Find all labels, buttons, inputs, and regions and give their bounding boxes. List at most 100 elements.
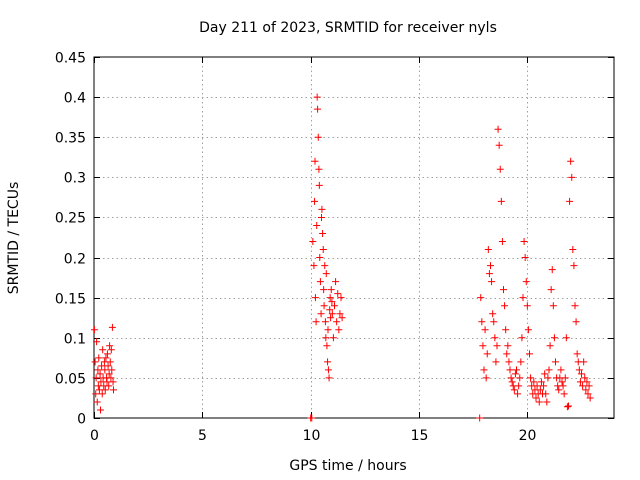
data-point [319,229,327,237]
data-point [489,310,497,318]
data-point [106,358,114,366]
data-point [318,213,325,221]
data-point [321,262,329,270]
data-point [578,370,585,378]
data-point [498,238,506,246]
data-point [569,246,577,254]
data-point [102,354,110,362]
data-point [573,350,581,358]
y-tick-label: 0 [77,412,86,428]
data-point [335,326,343,334]
data-point [570,262,578,270]
data-point [560,390,568,398]
data-point [496,165,504,173]
data-point [563,403,571,411]
data-point [316,254,324,262]
data-point [315,181,323,189]
data-point [93,398,101,406]
data-point [313,93,321,101]
data-point [338,314,346,322]
data-point [337,294,345,302]
data-point [503,350,511,358]
data-point [99,346,107,354]
data-point [91,358,99,366]
data-point [484,246,492,254]
x-axis-label: GPS time / hours [289,458,406,474]
data-point [328,298,336,306]
x-tick-label: 15 [411,428,429,444]
data-point [319,246,327,254]
data-point [108,323,116,331]
data-point [500,286,507,294]
data-point [101,366,109,374]
data-point [320,286,328,294]
data-point [105,370,113,378]
data-point [308,414,316,422]
data-point [98,362,106,370]
data-point [572,318,580,326]
data-point [585,382,593,390]
data-point [544,374,552,382]
data-point [322,270,330,278]
data-point [329,334,337,342]
data-point [311,197,319,205]
chart-title: Day 211 of 2023, SRMTID for receiver nyl… [199,20,497,36]
data-point [582,386,590,394]
plot-frame [93,56,615,419]
data-point [561,374,569,382]
data-point [492,358,500,366]
data-point [311,157,319,165]
data-point [555,386,563,394]
data-point [106,342,114,350]
x-tick-label: 20 [519,428,537,444]
data-point [521,254,529,262]
data-point [318,205,326,213]
data-points [90,93,594,422]
data-point [93,338,101,346]
data-point [562,334,570,342]
data-point [104,362,112,370]
data-point [310,262,318,270]
data-point [97,406,104,414]
data-point [109,378,117,386]
data-point [105,382,113,390]
data-point [95,386,103,394]
data-point [100,358,108,366]
data-point [320,302,328,310]
y-axis-label: SRMTID / TECUs [6,182,22,295]
data-point [324,358,332,366]
data-point [533,382,541,390]
data-point [559,382,567,390]
y-tick-label: 0.45 [55,51,86,67]
data-point [479,342,487,350]
data-point [92,374,100,382]
data-point [101,386,109,394]
data-point [579,382,587,390]
data-point [548,266,556,274]
data-point [333,318,341,326]
data-point [511,370,519,378]
data-point [552,358,559,366]
data-point [103,378,111,386]
data-point [520,238,528,246]
data-point [536,386,544,394]
data-point [313,221,321,229]
data-point [336,310,344,318]
data-point [94,366,102,374]
data-point [477,294,485,302]
y-tick-label: 0.35 [55,131,86,147]
y-tick-label: 0.1 [64,332,86,348]
data-point [314,133,322,141]
y-tick-label: 0.3 [64,171,86,187]
data-point [535,398,543,406]
data-point [580,358,588,366]
data-point [532,394,540,402]
data-point [540,382,548,390]
data-point [504,342,512,350]
data-point [493,342,501,350]
data-point [491,334,499,342]
data-point [586,394,594,402]
data-point [550,334,558,342]
data-point [519,294,527,302]
data-point [501,302,509,310]
